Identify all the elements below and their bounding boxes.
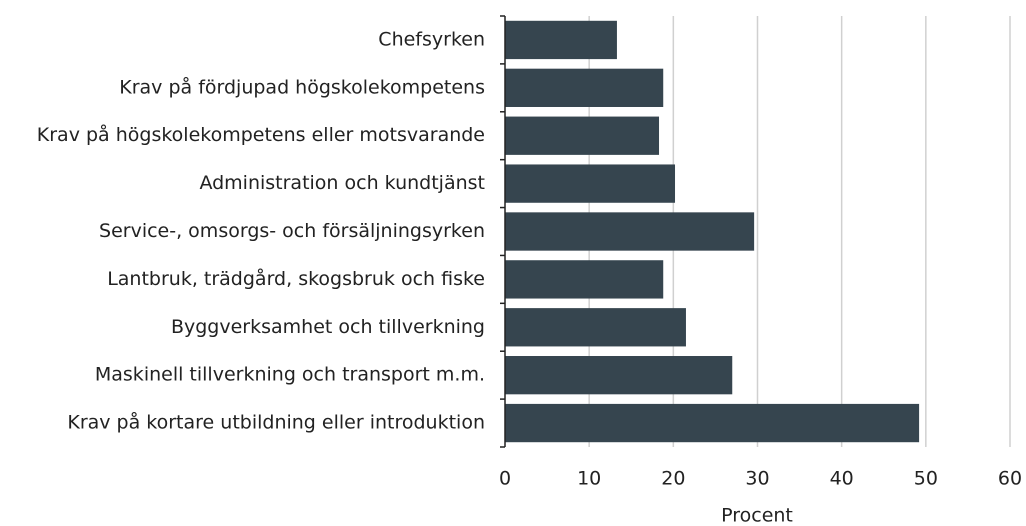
y-tick-label: Administration och kundtjänst	[199, 172, 485, 194]
y-tick-label: Service-, omsorgs- och försäljningsyrken	[99, 220, 485, 242]
y-tick-label: Lantbruk, trädgård, skogsbruk och fiske	[107, 267, 485, 290]
x-tick-label: 60	[998, 468, 1022, 490]
x-tick-label: 40	[830, 468, 854, 490]
x-tick-label: 30	[745, 468, 769, 490]
bar	[505, 20, 617, 60]
x-tick-label: 0	[499, 468, 511, 490]
y-tick-label: Byggverksamhet och tillverkning	[171, 316, 485, 338]
y-tick-label: Krav på kortare utbildning eller introdu…	[67, 411, 485, 434]
y-tick-label: Krav på högskolekompetens eller motsvara…	[37, 123, 485, 146]
bar	[505, 403, 920, 443]
bar	[505, 68, 664, 107]
bar	[505, 212, 755, 251]
bar	[505, 164, 676, 203]
x-tick-label: 10	[577, 468, 601, 490]
y-tick-label: Maskinell tillverkning och transport m.m…	[95, 364, 485, 386]
bar	[505, 356, 733, 395]
x-tick-label: 50	[914, 468, 938, 490]
bar	[505, 260, 664, 299]
y-tick-label: Krav på fördjupad högskolekompetens	[119, 75, 485, 98]
bar	[505, 308, 686, 347]
x-tick-label: 20	[661, 468, 685, 490]
x-axis-label: Procent	[721, 505, 793, 526]
bar	[505, 116, 660, 155]
y-tick-label: Chefsyrken	[378, 28, 485, 50]
